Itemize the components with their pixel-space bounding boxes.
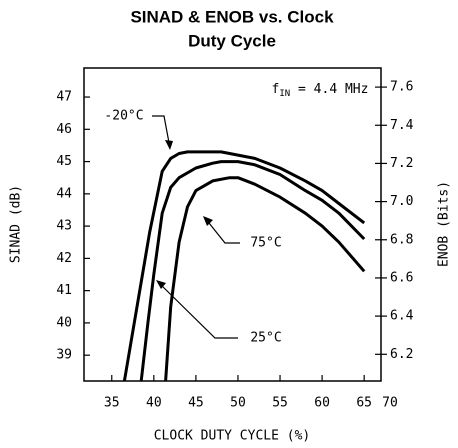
x-tick-label: 55 xyxy=(272,396,288,411)
y2-tick-label: 6.6 xyxy=(390,270,413,285)
series-label: 75°C xyxy=(250,236,281,251)
x-tick-label: 70 xyxy=(382,396,398,411)
y-tick-label: 40 xyxy=(56,315,72,330)
y-tick-label: 47 xyxy=(56,90,72,105)
y2-tick-label: 7.6 xyxy=(390,80,413,95)
y-tick-label: 43 xyxy=(56,219,72,234)
y2-tick-label: 6.4 xyxy=(390,309,414,324)
y-tick-label: 44 xyxy=(56,186,72,201)
y-axis-label: SINAD (dB) xyxy=(9,185,24,263)
series-label: -20°C xyxy=(104,109,143,124)
x-tick-label: 45 xyxy=(188,396,204,411)
series-line xyxy=(164,176,366,382)
y-tick-label: 45 xyxy=(56,154,72,169)
y2-tick-label: 7.0 xyxy=(390,194,413,209)
x-tick-label: 40 xyxy=(146,396,162,411)
plot-frame xyxy=(83,67,382,382)
annotation-rest: = 4.4 MHz xyxy=(290,82,368,97)
x-axis-label: CLOCK DUTY CYCLE (%) xyxy=(154,429,311,444)
annotation-sub: IN xyxy=(279,89,290,99)
x-tick-label: 60 xyxy=(314,396,330,411)
y2-tick-label: 6.2 xyxy=(390,347,413,362)
x-tick-label: 65 xyxy=(356,396,372,411)
y-tick-label: 46 xyxy=(56,122,72,137)
label-bg xyxy=(268,78,370,100)
y-tick-label: 42 xyxy=(56,251,72,266)
y-tick-label: 41 xyxy=(56,283,72,298)
y2-tick-label: 6.8 xyxy=(390,232,413,247)
y2-axis-label: ENOB (Bits) xyxy=(437,181,452,267)
arrowheads xyxy=(156,140,213,289)
y2-tick-label: 7.2 xyxy=(390,156,413,171)
annotation-base: f xyxy=(272,82,280,97)
label-bg xyxy=(96,107,152,125)
y-tick-label: 39 xyxy=(56,348,72,363)
x-tick-label: 50 xyxy=(230,396,246,411)
x-tick-label: 35 xyxy=(104,396,120,411)
chart-title: SINAD & ENOB vs. Clock xyxy=(130,7,334,26)
series-line xyxy=(122,150,366,382)
y2-tick-label: 7.4 xyxy=(390,118,414,133)
leader-lines xyxy=(152,115,240,339)
annotation: fIN = 4.4 MHz xyxy=(272,82,369,99)
series-label: 25°C xyxy=(250,331,281,346)
chart-title: Duty Cycle xyxy=(188,31,276,50)
series-line xyxy=(139,160,366,382)
